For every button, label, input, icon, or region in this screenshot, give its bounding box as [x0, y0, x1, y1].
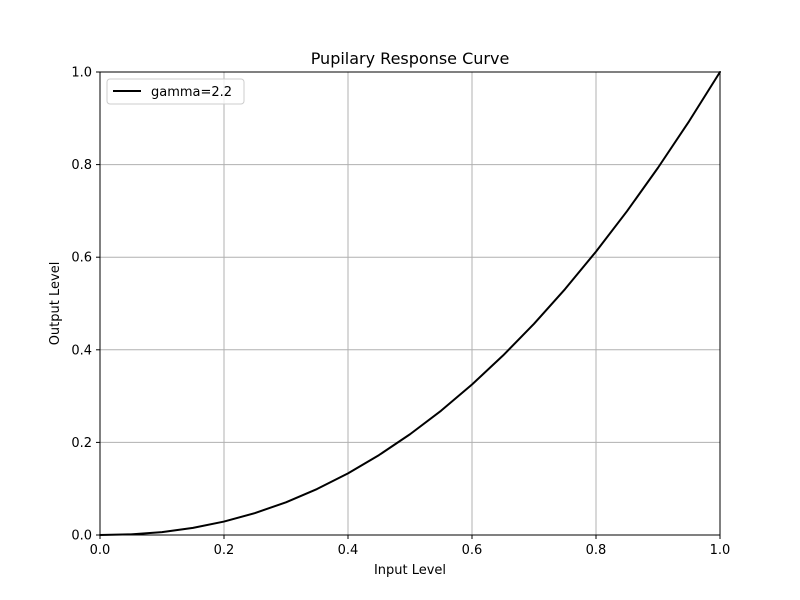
chart-title: Pupilary Response Curve [311, 49, 510, 68]
x-tick-label: 0.8 [586, 543, 607, 558]
y-axis-label: Output Level [48, 262, 63, 346]
plot-frame [99, 71, 721, 536]
x-axis-label: Input Level [374, 563, 446, 578]
grid [99, 71, 721, 536]
legend-box [106, 78, 245, 105]
series-layer [99, 71, 721, 536]
x-tick-label: 0.0 [90, 543, 111, 558]
legend-label: gamma=2.2 [151, 85, 232, 100]
x-tick-label: 1.0 [710, 543, 731, 558]
y-tick-label: 1.0 [71, 66, 92, 81]
y-tick-label: 0.2 [71, 436, 92, 451]
y-tick-label: 0.4 [71, 343, 92, 358]
y-tick-label: 0.8 [71, 158, 92, 173]
tick-layer: 0.0 0.2 0.4 0.6 0.8 1.0 0.0 0.2 0.4 0.6 0.8 1.0 [71, 66, 730, 559]
x-tick-label: 0.2 [214, 543, 235, 558]
y-tick-label: 0.0 [71, 529, 92, 544]
series-line-0 [99, 71, 721, 536]
y-tick-label: 0.6 [71, 251, 92, 266]
x-tick-label: 0.4 [338, 543, 359, 558]
x-tick-label: 0.6 [462, 543, 483, 558]
legend: gamma=2.2 [106, 78, 245, 105]
